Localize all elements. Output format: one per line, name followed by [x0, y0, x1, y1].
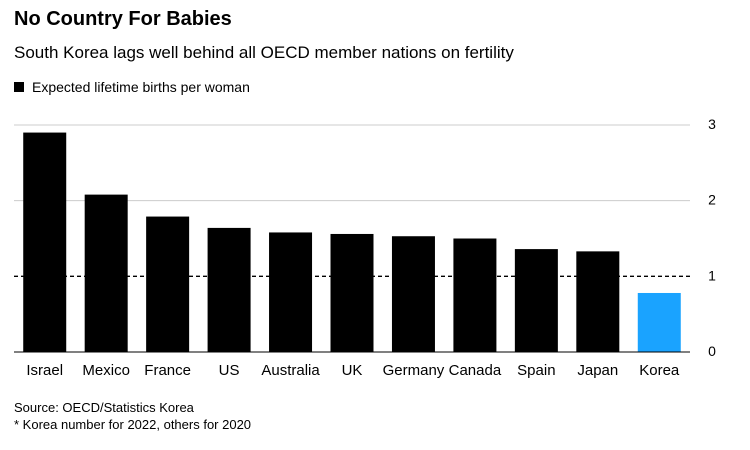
x-tick-label: UK [342, 362, 363, 379]
bar-japan [576, 251, 620, 352]
x-tick-label: France [144, 362, 191, 379]
bar-canada [453, 238, 497, 352]
x-tick-label: Korea [639, 362, 680, 379]
x-tick-label: US [219, 362, 240, 379]
x-tick-label: Israel [26, 362, 63, 379]
bar-germany [391, 236, 435, 352]
y-tick-label: 1 [708, 267, 716, 283]
chart-title: No Country For Babies [14, 8, 232, 30]
bar-france [146, 216, 190, 352]
y-tick-label: 3 [708, 116, 716, 132]
legend-label: Expected lifetime births per woman [32, 79, 250, 95]
bar-spain [514, 249, 558, 352]
legend: Expected lifetime births per woman [14, 79, 250, 95]
x-tick-label: Spain [517, 362, 555, 379]
y-tick-label: 0 [708, 343, 716, 359]
source-note: Source: OECD/Statistics Korea [14, 400, 194, 415]
bar-uk [330, 233, 374, 352]
bar-korea [637, 292, 681, 352]
x-tick-label: Canada [449, 362, 502, 379]
bar-us [207, 227, 251, 352]
footnote: * Korea number for 2022, others for 2020 [14, 417, 252, 432]
x-tick-label: Japan [577, 362, 618, 379]
y-tick-label: 2 [708, 192, 716, 208]
x-tick-label: Germany [383, 362, 445, 379]
footer: Source: OECD/Statistics Korea * Korea nu… [14, 399, 251, 433]
chart-subtitle: South Korea lags well behind all OECD me… [14, 43, 514, 62]
legend-swatch [14, 82, 24, 92]
bar-mexico [84, 194, 128, 352]
x-tick-label: Mexico [82, 362, 130, 379]
x-tick-label: Australia [261, 362, 320, 379]
bar-australia [269, 232, 313, 352]
bar-israel [23, 132, 67, 352]
